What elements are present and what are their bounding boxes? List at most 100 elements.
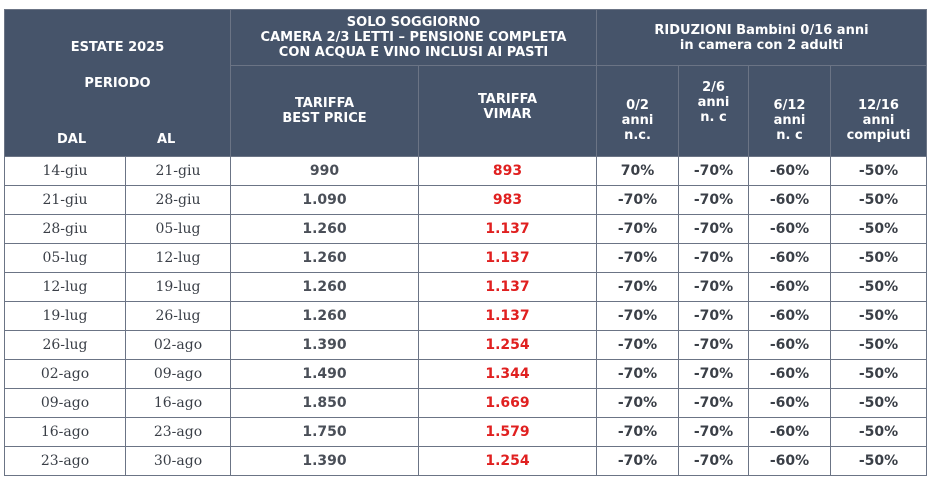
solo-line-3: CON ACQUA E VINO INCLUSI AI PASTI	[278, 45, 549, 61]
al-label: AL	[157, 132, 176, 147]
age-0-2-line-2: anni	[621, 112, 654, 128]
age-2-6-line-3: n. c	[700, 110, 727, 126]
vimar-price-cell: 983	[418, 185, 597, 215]
tariffa-best-line-2: BEST PRICE	[282, 111, 367, 127]
best-price-cell: 1.750	[230, 417, 419, 447]
vimar-price-cell: 1.137	[418, 301, 597, 331]
best-price-cell: 1.260	[230, 214, 419, 244]
table-row: 05-lug 12-lug 1.260 1.137 -70% -70% -60% -50%	[4, 243, 927, 273]
vimar-price-cell: 1.579	[418, 417, 597, 447]
best-price-cell: 1.260	[230, 243, 419, 273]
age-12-16-line-3: compiuti	[846, 127, 911, 143]
reduction-0-2-cell: -70%	[596, 185, 679, 215]
dal-cell: 09-ago	[4, 388, 126, 418]
solo-soggiorno-header: SOLO SOGGIORNO CAMERA 2/3 LETTI – PENSIO…	[230, 8, 597, 67]
best-price-cell: 1.260	[230, 272, 419, 302]
reduction-2-6-cell: -70%	[678, 330, 749, 360]
reduction-12-16-cell: -50%	[830, 301, 927, 331]
tariffa-best-price-header: TARIFFA BEST PRICE	[230, 65, 419, 157]
reduction-0-2-cell: -70%	[596, 243, 679, 273]
age-2-6-header: 2/6 anni n. c	[678, 65, 749, 157]
reduction-6-12-cell: -60%	[748, 330, 831, 360]
best-price-cell: 1.390	[230, 446, 419, 476]
vimar-price-cell: 893	[418, 156, 597, 186]
reduction-6-12-cell: -60%	[748, 359, 831, 389]
price-table-wrapper: ESTATE 2025 PERIODO DAL AL SOLO SOGGIORN…	[4, 8, 927, 476]
table-row: 09-ago 16-ago 1.850 1.669 -70% -70% -60% -50%	[4, 388, 927, 418]
dal-cell: 02-ago	[4, 359, 126, 389]
al-cell: 21-giu	[125, 156, 231, 186]
dal-cell: 21-giu	[4, 185, 126, 215]
table-row: 14-giu 21-giu 990 893 70% -70% -60% -50%	[4, 156, 927, 186]
table-row: 21-giu 28-giu 1.090 983 -70% -70% -60% -50%	[4, 185, 927, 215]
reduction-6-12-cell: -60%	[748, 446, 831, 476]
tariffa-vimar-line-2: VIMAR	[483, 107, 532, 123]
vimar-price-cell: 1.254	[418, 446, 597, 476]
age-0-2-header: 0/2 anni n.c.	[596, 65, 679, 157]
tariffa-vimar-header: TARIFFA VIMAR	[418, 65, 597, 157]
period-header: ESTATE 2025 PERIODO DAL AL	[4, 9, 231, 157]
season-label: ESTATE 2025	[70, 40, 165, 55]
tariffa-vimar-line-1: TARIFFA	[477, 92, 538, 108]
al-cell: 19-lug	[125, 272, 231, 302]
reduction-2-6-cell: -70%	[678, 156, 749, 186]
riduzioni-header: RIDUZIONI Bambini 0/16 anni in camera co…	[596, 8, 927, 67]
age-2-6-line-2: anni	[697, 95, 730, 111]
age-2-6-line-1: 2/6	[702, 80, 725, 96]
reduction-12-16-cell: -50%	[830, 359, 927, 389]
age-0-2-line-1: 0/2	[626, 97, 649, 113]
vimar-price-cell: 1.137	[418, 214, 597, 244]
reduction-6-12-cell: -60%	[748, 243, 831, 273]
best-price-cell: 1.260	[230, 301, 419, 331]
age-12-16-line-1: 12/16	[858, 97, 899, 113]
reduction-12-16-cell: -50%	[830, 272, 927, 302]
dal-cell: 19-lug	[4, 301, 126, 331]
reduction-0-2-cell: -70%	[596, 359, 679, 389]
age-0-2-line-3: n.c.	[624, 127, 651, 143]
age-6-12-line-1: 6/12	[773, 97, 806, 113]
best-price-cell: 1.090	[230, 185, 419, 215]
table-row: 23-ago 30-ago 1.390 1.254 -70% -70% -60% -50%	[4, 446, 927, 476]
reduction-0-2-cell: -70%	[596, 330, 679, 360]
reduction-6-12-cell: -60%	[748, 185, 831, 215]
table-row: 12-lug 19-lug 1.260 1.137 -70% -70% -60% -50%	[4, 272, 927, 302]
reduction-0-2-cell: -70%	[596, 388, 679, 418]
reduction-2-6-cell: -70%	[678, 272, 749, 302]
al-cell: 05-lug	[125, 214, 231, 244]
reduction-2-6-cell: -70%	[678, 185, 749, 215]
reduction-12-16-cell: -50%	[830, 214, 927, 244]
table-row: 02-ago 09-ago 1.490 1.344 -70% -70% -60% -50%	[4, 359, 927, 389]
dal-label: DAL	[57, 132, 87, 147]
best-price-cell: 1.850	[230, 388, 419, 418]
reduction-6-12-cell: -60%	[748, 214, 831, 244]
reduction-12-16-cell: -50%	[830, 446, 927, 476]
riduzioni-line-1: RIDUZIONI Bambini 0/16 anni	[654, 22, 869, 38]
al-cell: 30-ago	[125, 446, 231, 476]
age-6-12-header: 6/12 anni n. c	[748, 65, 831, 157]
reduction-0-2-cell: 70%	[596, 156, 679, 186]
dal-cell: 28-giu	[4, 214, 126, 244]
reduction-6-12-cell: -60%	[748, 301, 831, 331]
reduction-12-16-cell: -50%	[830, 185, 927, 215]
age-12-16-line-2: anni	[862, 112, 895, 128]
al-cell: 28-giu	[125, 185, 231, 215]
reduction-2-6-cell: -70%	[678, 214, 749, 244]
period-label: PERIODO	[84, 76, 151, 91]
table-row: 19-lug 26-lug 1.260 1.137 -70% -70% -60% -50%	[4, 301, 927, 331]
age-6-12-line-3: n. c	[776, 127, 803, 143]
reduction-0-2-cell: -70%	[596, 446, 679, 476]
dal-cell: 12-lug	[4, 272, 126, 302]
reduction-12-16-cell: -50%	[830, 388, 927, 418]
solo-line-2: CAMERA 2/3 LETTI – PENSIONE COMPLETA	[260, 30, 567, 46]
vimar-price-cell: 1.254	[418, 330, 597, 360]
reduction-12-16-cell: -50%	[830, 156, 927, 186]
price-table: ESTATE 2025 PERIODO DAL AL SOLO SOGGIORN…	[4, 8, 927, 476]
vimar-price-cell: 1.137	[418, 243, 597, 273]
reduction-2-6-cell: -70%	[678, 417, 749, 447]
reduction-2-6-cell: -70%	[678, 359, 749, 389]
reduction-6-12-cell: -60%	[748, 272, 831, 302]
reduction-6-12-cell: -60%	[748, 388, 831, 418]
al-cell: 26-lug	[125, 301, 231, 331]
reduction-0-2-cell: -70%	[596, 301, 679, 331]
reduction-6-12-cell: -60%	[748, 417, 831, 447]
